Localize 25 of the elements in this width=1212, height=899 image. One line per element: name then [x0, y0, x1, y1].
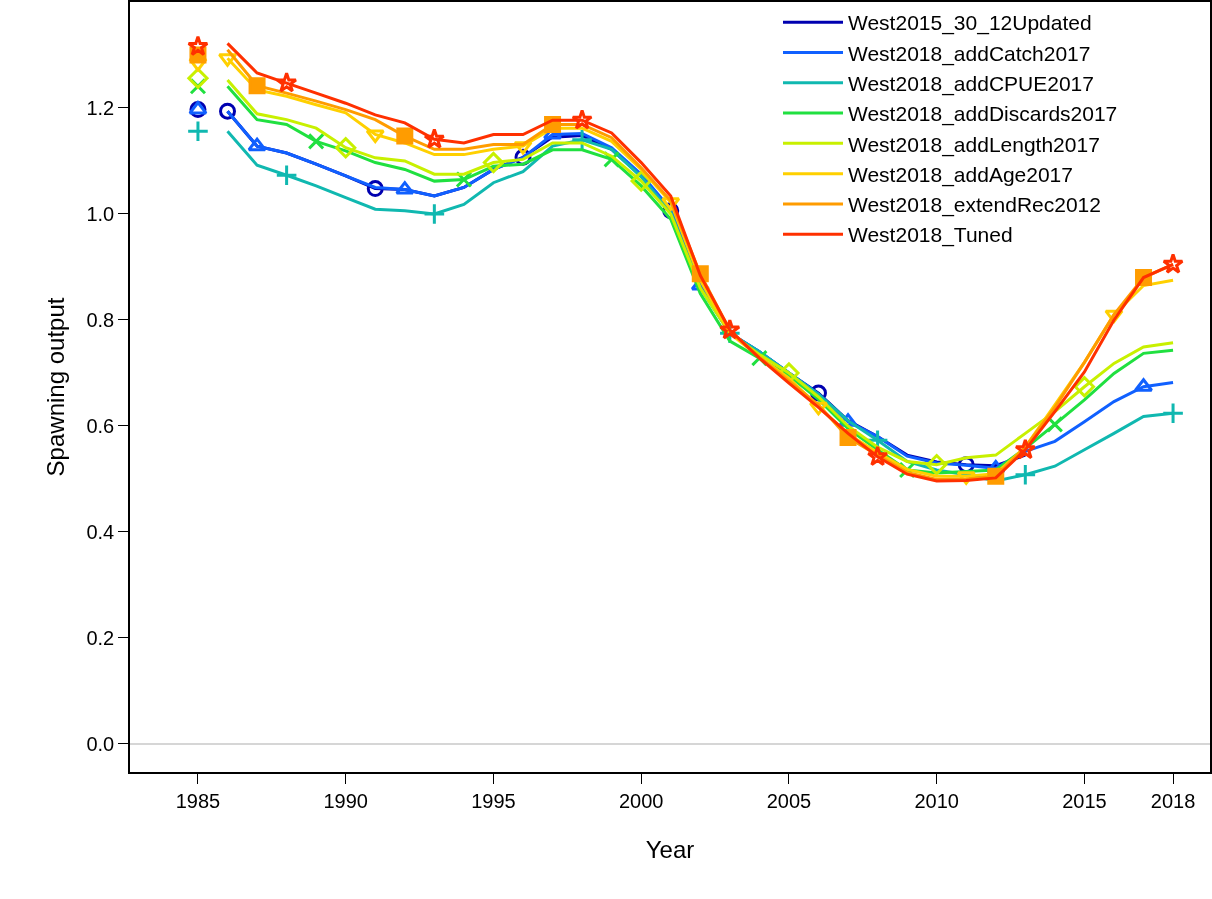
x-tick-label: 2010 — [914, 789, 959, 812]
y-tick-label: 1.0 — [86, 202, 115, 225]
legend-label: West2015_30_12Updated — [848, 11, 1092, 36]
legend-label: West2018_addCPUE2017 — [848, 71, 1094, 96]
x-tick-label: 2000 — [618, 789, 664, 812]
y-tick-label: 0.0 — [86, 732, 115, 755]
legend-label: West2018_addDiscards2017 — [848, 102, 1118, 127]
y-tick-label: 0.8 — [86, 308, 115, 331]
x-tick-label: 1990 — [323, 789, 368, 812]
legend-label: West2018_Tuned — [848, 223, 1013, 248]
legend-label: West2018_addLength2017 — [848, 132, 1100, 157]
y-tick-label: 0.2 — [86, 626, 115, 649]
y-tick-label: 0.6 — [86, 414, 115, 437]
y-tick-label: 0.4 — [86, 520, 115, 543]
x-axis-title: Year — [645, 835, 695, 863]
x-tick-label: 2015 — [1062, 789, 1107, 812]
x-tick-label: 2018 — [1150, 789, 1196, 812]
y-axis-title: Spawning output — [42, 297, 70, 477]
legend-label: West2018_extendRec2012 — [848, 193, 1101, 218]
x-tick-label: 2005 — [766, 789, 812, 812]
y-tick-label: 1.2 — [86, 96, 115, 119]
x-tick-label: 1995 — [471, 789, 516, 812]
x-tick-label: 1985 — [175, 789, 221, 812]
legend-label: West2018_addAge2017 — [848, 162, 1073, 187]
legend-label: West2018_addCatch2017 — [848, 41, 1091, 66]
